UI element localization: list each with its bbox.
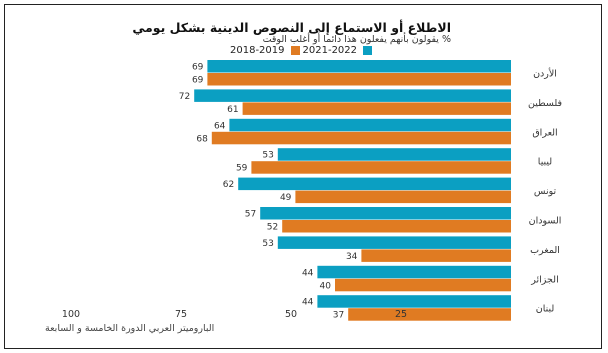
data-label-2018-2019-4: 49	[280, 193, 292, 203]
x-tick-label-1: 75	[175, 309, 187, 320]
bar-2018-2019-1	[242, 102, 511, 115]
category-label-1: فلسطين	[528, 98, 562, 109]
data-label-2021-2022-5: 57	[245, 210, 256, 220]
data-label-2021-2022-8: 44	[302, 298, 314, 308]
category-label-0: الأردن	[533, 68, 557, 80]
data-label-2021-2022-4: 62	[223, 180, 234, 190]
data-label-2018-2019-7: 40	[320, 281, 332, 291]
data-label-2021-2022-7: 44	[302, 268, 314, 278]
data-label-2021-2022-3: 53	[262, 151, 273, 161]
chart-source: الباروميتر العربي الدورة الخامسة و الساب…	[45, 323, 215, 334]
bar-2018-2019-6	[361, 249, 511, 262]
chart-subtitle: % يقولون بأنهم يفعلون هذا دائما أو أغلب …	[262, 34, 451, 45]
bar-2021-2022-4	[238, 177, 511, 191]
x-tick-label-0: 100	[62, 309, 80, 320]
bar-2021-2022-3	[277, 148, 511, 161]
data-label-2018-2019-0: 69	[192, 76, 204, 86]
bar-2021-2022-5	[260, 207, 511, 220]
category-label-3: ليبيا	[538, 157, 552, 168]
data-label-2018-2019-2: 68	[196, 134, 208, 144]
data-label-2018-2019-3: 59	[236, 164, 248, 174]
data-label-2021-2022-0: 69	[192, 63, 204, 73]
bar-2018-2019-7	[335, 278, 511, 292]
bar-2018-2019-2	[211, 131, 512, 145]
category-label-2: العراق	[532, 127, 557, 138]
bar-2018-2019-8	[348, 308, 511, 321]
bar-2021-2022-6	[277, 236, 511, 249]
bar-2018-2019-0	[207, 73, 511, 86]
x-tick-label-2: 50	[285, 309, 297, 320]
bar-2021-2022-7	[317, 265, 511, 279]
bar-2021-2022-1	[194, 89, 511, 102]
legend: 2018-2019 2021-2022	[230, 45, 375, 56]
chart-frame: 69 69 الأردن 72 61 فلسطين 64 68 العراق 53 59 ليبيا 6…	[4, 4, 602, 349]
bar-2021-2022-2	[229, 118, 511, 132]
data-label-2018-2019-5: 52	[267, 223, 278, 233]
bar-2018-2019-4	[295, 190, 511, 204]
legend-swatch-2021-2022	[363, 46, 373, 55]
category-label-5: السودان	[529, 216, 562, 227]
data-label-2018-2019-8: 37	[333, 311, 344, 321]
chart-title: الاطلاع أو الاستماع إلى النصوص الدينية ب…	[132, 20, 451, 35]
data-label-2021-2022-6: 53	[262, 239, 273, 249]
data-label-2018-2019-6: 34	[346, 252, 358, 262]
bar-2021-2022-0	[207, 60, 511, 73]
category-label-6: المغرب	[530, 245, 560, 256]
legend-label-2018-2019: 2018-2019	[230, 45, 285, 56]
category-label-8: لبنان	[536, 304, 555, 315]
bar-2018-2019-3	[251, 161, 511, 174]
bar-chart: 69 69 الأردن 72 61 فلسطين 64 68 العراق 53 59 ليبيا 6…	[62, 60, 562, 321]
data-label-2021-2022-1: 72	[179, 92, 190, 102]
bar-2018-2019-5	[282, 220, 511, 233]
legend-swatch-2018-2019	[290, 46, 300, 55]
category-label-4: تونس	[534, 186, 557, 197]
legend-label-2021-2022: 2021-2022	[302, 45, 358, 56]
bar-2021-2022-8	[317, 295, 511, 308]
data-label-2018-2019-1: 61	[227, 105, 238, 115]
data-label-2021-2022-2: 64	[214, 121, 226, 131]
category-label-7: الجزائر	[530, 274, 558, 285]
x-tick-label-3: 25	[395, 309, 407, 320]
